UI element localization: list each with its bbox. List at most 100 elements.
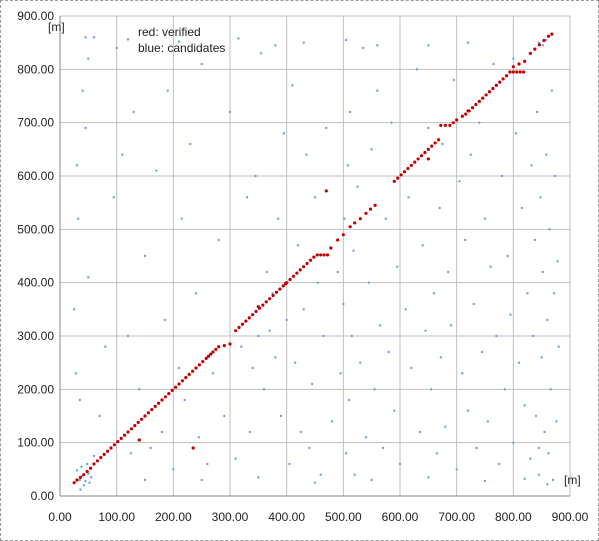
verified-point [470,106,475,110]
candidates-point [285,318,288,322]
verified-point [180,379,184,383]
candidates-point [549,388,552,391]
candidates-point [509,313,512,316]
candidates-point [112,196,116,199]
legend-verified: red: verified [138,25,201,39]
candidates-point [472,302,475,306]
verified-point [508,70,512,74]
candidates-point [446,270,450,274]
verified-point [460,114,464,118]
candidates-point [398,462,402,466]
candidates-point [177,366,181,370]
candidates-point [81,89,84,92]
candidates-point [121,153,124,156]
verified-point [491,86,495,91]
candidates-point [299,430,303,434]
candidates-point [407,196,410,199]
candidates-point [234,457,237,460]
candidates-point [427,126,430,130]
verified-point [177,382,181,386]
candidates-point [172,468,175,471]
candidates-point [543,430,546,434]
verified-point [237,325,241,330]
candidates-point [540,356,543,359]
y-tick-label: 900.00 [17,9,54,23]
verified-point [523,59,527,63]
verified-point [214,347,218,351]
candidates-point [435,452,439,455]
x-tick-label: 900.00 [552,510,589,524]
candidates-point [316,281,320,284]
verified-point [455,118,459,122]
candidates-point [143,478,147,482]
candidates-point [497,462,501,466]
candidates-point [194,292,198,295]
candidates-point [293,361,297,364]
candidates-point [535,110,539,114]
legend-candidates: blue: candidates [138,41,225,55]
candidates-point [503,388,507,391]
verified-point [116,440,120,444]
candidates-point [530,164,533,167]
verified-point [157,401,161,405]
verified-point [274,290,279,294]
candidates-point [132,110,135,114]
verified-point [315,253,319,257]
verified-point [464,112,468,116]
candidates-point [546,318,549,322]
candidates-point [279,414,283,418]
verified-point [426,147,430,151]
candidates-point [228,110,232,114]
verified-point [167,392,171,396]
candidates-point [376,89,379,92]
candidates-point [288,462,291,466]
candidates-point [364,436,368,439]
verified-point [406,166,410,171]
candidates-point [492,62,495,66]
candidates-point [348,110,352,114]
y-tick-label: 800.00 [17,62,54,76]
x-tick-label: 800.00 [495,510,532,524]
verified-point [501,77,505,81]
candidates-point [276,217,280,220]
verified-point [439,123,443,127]
candidates-point [126,38,130,41]
x-tick-label: 700.00 [438,510,475,524]
candidates-point [183,398,186,402]
candidates-point [547,452,550,455]
candidates-point [452,78,456,82]
tick-labels: 0.00 100.00 200.00 300.00 400.00 500.00 600.00… [17,9,588,524]
candidates-point [418,430,422,434]
candidates-point [87,276,90,279]
verified-point [140,417,144,421]
candidates-point [483,479,487,483]
candidates-point [367,281,371,284]
verified-point [436,138,441,142]
candidates-point [245,196,249,199]
candidates-point [410,366,413,370]
candidates-point [552,292,556,295]
verified-point [295,271,299,275]
candidates-point [305,153,308,156]
candidates-point [441,142,444,146]
verified-point [126,430,130,434]
verified-point [204,356,208,360]
candidates-point [556,260,559,263]
verified-point [102,452,106,456]
candidates-point [517,361,521,364]
candidates-point [84,36,87,39]
verified-point [256,305,260,309]
verified-point [106,449,110,453]
candidates-point [126,334,130,338]
candidates-point [200,478,203,482]
candidates-point [259,52,263,55]
candidates-point [347,398,351,402]
verified-point [319,253,323,257]
verified-point [217,345,221,349]
candidates-point [539,196,542,199]
verified-point [413,160,417,164]
verified-point [247,316,251,320]
verified-point [228,342,232,346]
candidates-point [424,329,427,332]
verified-point [261,303,265,307]
